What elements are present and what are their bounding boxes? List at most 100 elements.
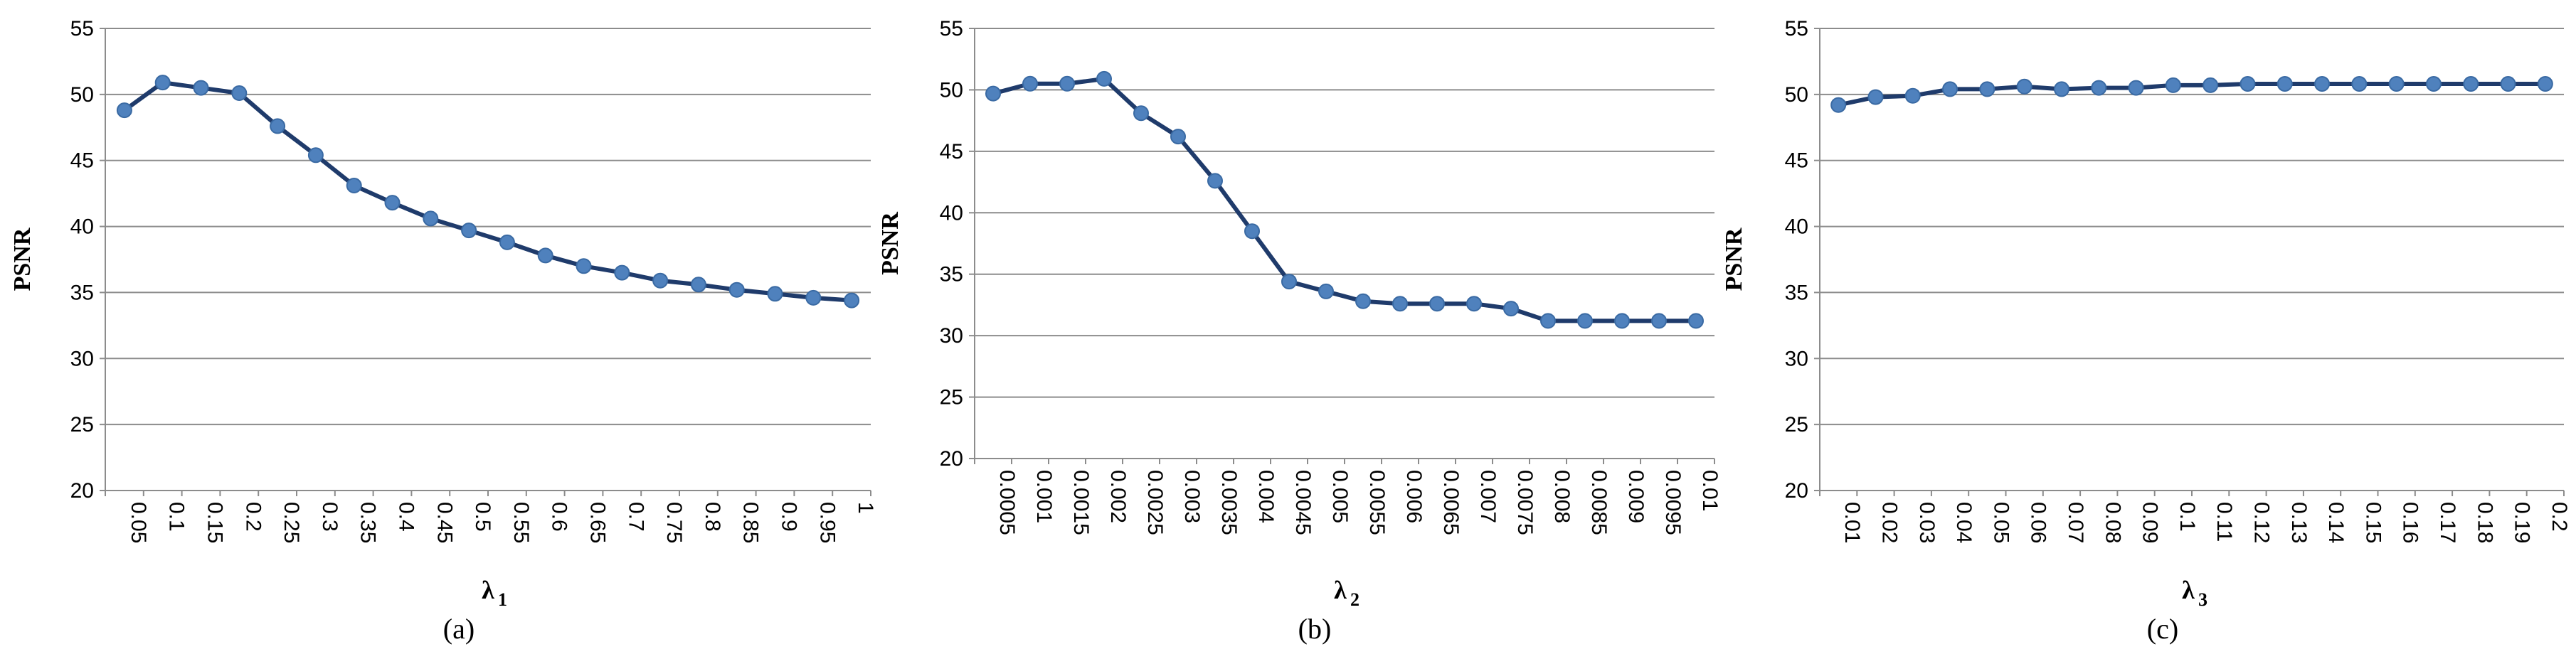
chart-2-ytick-label: 25 bbox=[940, 386, 963, 409]
chart-1-data-point bbox=[767, 286, 783, 302]
chart-3-xtick-label: 0.05 bbox=[1989, 502, 2013, 543]
chart-3-data-point bbox=[1830, 97, 1847, 113]
chart-1-xtick-label: 0.5 bbox=[471, 502, 494, 532]
chart-3-data-point bbox=[1904, 87, 1921, 104]
chart-3-data-point bbox=[2128, 80, 2144, 96]
chart-1-ytick-label: 20 bbox=[70, 479, 94, 503]
chart-2-xtick-label: 0.005 bbox=[1328, 470, 1352, 523]
chart-2-xtick-label: 0.008 bbox=[1550, 470, 1574, 523]
chart-2-ytick-label: 40 bbox=[940, 201, 963, 225]
chart-3-x-axis-title-subscript: 3 bbox=[2198, 589, 2207, 610]
chart-1-xtick-label: 0.3 bbox=[318, 502, 341, 532]
chart-1-xtick-label: 0.35 bbox=[356, 502, 380, 543]
chart-1-data-point bbox=[193, 80, 209, 96]
chart-3-data-point bbox=[2276, 76, 2293, 92]
chart-2-xtick-label: 0.001 bbox=[1032, 470, 1056, 523]
chart-3-xtick-label: 0.16 bbox=[2399, 502, 2422, 543]
chart-2-data-point bbox=[1540, 313, 1556, 329]
chart-2-ytick-label: 30 bbox=[940, 324, 963, 348]
chart-3-xtick-label: 0.18 bbox=[2473, 502, 2496, 543]
chart-1-xtick-label: 0.85 bbox=[739, 502, 763, 543]
chart-2-xtick-label: 0.009 bbox=[1624, 470, 1648, 523]
chart-3-group: 20 25 30 35 40 45 50 55 0.01 0.02 0.03 0.04 0.05 0.06… bbox=[1721, 17, 2571, 645]
chart-2-data-point bbox=[1355, 293, 1371, 309]
chart-2-data-point bbox=[1577, 313, 1593, 329]
chart-2-ytick-label: 45 bbox=[940, 140, 963, 164]
chart-3-data-point bbox=[1979, 81, 1995, 97]
chart-1-xtick-label: 0.7 bbox=[624, 502, 647, 532]
chart-1-data-point bbox=[652, 272, 669, 289]
chart-3-ytick-label: 25 bbox=[1785, 413, 1808, 436]
chart-1-data-point bbox=[384, 195, 401, 211]
chart-2-data-point bbox=[1651, 313, 1667, 329]
chart-2-xtick-label: 0.0025 bbox=[1143, 470, 1167, 535]
chart-2-data-point bbox=[1503, 301, 1519, 317]
chart-2-data-point bbox=[1096, 70, 1112, 87]
chart-2-xtick-label: 0.0035 bbox=[1217, 470, 1241, 535]
chart-3-data-point bbox=[2314, 76, 2331, 92]
chart-3-xtick-label: 0.08 bbox=[2101, 502, 2124, 543]
chart-2-data-point bbox=[985, 85, 1001, 102]
chart-1-data-point bbox=[461, 223, 477, 239]
chart-1-data-point bbox=[805, 289, 822, 306]
chart-3-xtick-label: 0.17 bbox=[2436, 502, 2459, 543]
chart-2-xtick-label: 0.0055 bbox=[1365, 470, 1389, 535]
chart-1-xtick-label: 0.2 bbox=[241, 502, 265, 532]
chart-3-xtick-label: 0.02 bbox=[1877, 502, 1901, 543]
chart-3-data-point bbox=[1867, 89, 1884, 105]
chart-2-xtick-label: 0.0095 bbox=[1661, 470, 1685, 535]
chart-2-xtick-label: 0.01 bbox=[1698, 470, 1722, 511]
chart-3-xtick-label: 0.03 bbox=[1915, 502, 1939, 543]
chart-1-data-point bbox=[499, 234, 515, 250]
chart-3-xtick-label: 0.13 bbox=[2287, 502, 2311, 543]
chart-3-xtick-label: 0.15 bbox=[2361, 502, 2385, 543]
chart-3-x-axis-title: λ bbox=[2182, 576, 2195, 604]
chart-3-xtick-label: 0.19 bbox=[2511, 502, 2534, 543]
chart-1-data-point bbox=[614, 264, 630, 281]
chart-2-data-point bbox=[1429, 296, 1445, 312]
chart-2-data-point bbox=[1059, 75, 1075, 92]
chart-1-ytick-label: 25 bbox=[70, 413, 94, 436]
chart-2-xtick-label: 0.0015 bbox=[1069, 470, 1093, 535]
chart-1-data-point bbox=[423, 210, 439, 227]
chart-3-ytick-label: 30 bbox=[1785, 347, 1808, 370]
chart-2-xtick-label: 0.006 bbox=[1402, 470, 1426, 523]
chart-1-xtick-label: 0.15 bbox=[203, 502, 227, 543]
chart-2-data-point bbox=[1392, 296, 1408, 312]
chart-3-data-point bbox=[2091, 80, 2107, 96]
chart-2-data-point bbox=[1614, 313, 1630, 329]
chart-2-ytick-label: 20 bbox=[940, 447, 963, 471]
chart-1-data-point bbox=[844, 292, 860, 309]
chart-1-xtick-label: 0.75 bbox=[662, 502, 686, 543]
chart-2-xtick-label: 0.004 bbox=[1254, 470, 1278, 523]
chart-2-caption: (b) bbox=[1298, 613, 1332, 645]
chart-2-xtick-label: 0.0075 bbox=[1513, 470, 1537, 535]
chart-3-data-point bbox=[2351, 76, 2368, 92]
chart-3-data-point bbox=[2165, 77, 2181, 93]
chart-2-ytick-label: 35 bbox=[940, 263, 963, 286]
chart-1-data-point bbox=[728, 282, 745, 298]
chart-1-ytick-label: 45 bbox=[70, 149, 94, 173]
chart-3-data-point bbox=[2203, 77, 2219, 93]
chart-3-y-axis-title: PSNR bbox=[1721, 227, 1747, 291]
chart-3-data-point bbox=[2053, 81, 2069, 97]
chart-3-xtick-label: 0.01 bbox=[1840, 502, 1864, 543]
chart-1-y-axis-title: PSNR bbox=[9, 227, 36, 291]
chart-2-data-point bbox=[1244, 223, 1260, 240]
chart-1-data-point bbox=[346, 178, 362, 193]
chart-3-caption: (c) bbox=[2147, 613, 2178, 645]
chart-2-xtick-label: 0.007 bbox=[1476, 470, 1500, 523]
chart-1-data-point bbox=[154, 75, 171, 91]
chart-2-data-point bbox=[1022, 75, 1038, 92]
chart-1-data-point bbox=[690, 277, 706, 293]
chart-2-xtick-label: 0.0005 bbox=[995, 470, 1019, 535]
chart-2-group: 20 25 30 35 40 45 50 55 0.0005 0.001 0.0015 0.002 0.… bbox=[877, 17, 1722, 645]
chart-1-xtick-label: 0.05 bbox=[127, 502, 150, 543]
chart-3-xtick-label: 0.09 bbox=[2138, 502, 2162, 543]
chart-1-xtick-label: 0.65 bbox=[586, 502, 610, 543]
chart-1-xtick-label: 0.4 bbox=[395, 502, 418, 532]
chart-3-ytick-label: 50 bbox=[1785, 83, 1808, 107]
chart-2-x-axis-title: λ bbox=[1334, 576, 1347, 604]
chart-3-ytick-label: 20 bbox=[1785, 479, 1808, 503]
